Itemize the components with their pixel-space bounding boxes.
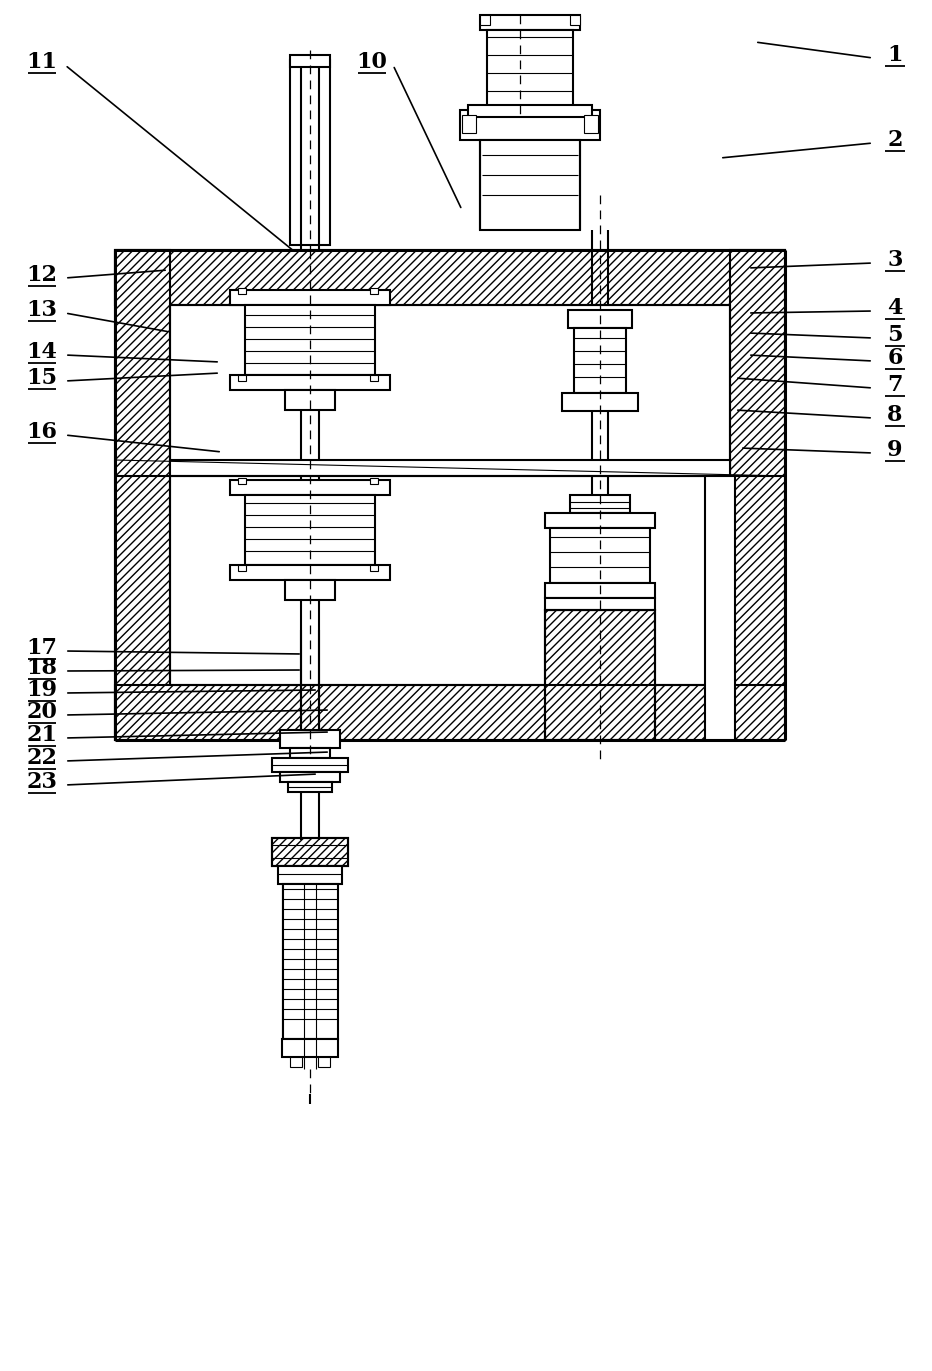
Bar xyxy=(230,565,390,580)
Bar xyxy=(115,686,785,740)
Bar xyxy=(570,15,580,25)
Text: 17: 17 xyxy=(26,638,58,659)
Bar xyxy=(280,772,340,781)
Bar xyxy=(545,610,655,740)
Text: 1: 1 xyxy=(887,44,903,66)
Bar xyxy=(574,328,626,393)
Bar xyxy=(319,884,337,1039)
Bar xyxy=(115,250,785,304)
Text: 3: 3 xyxy=(887,250,903,271)
Bar xyxy=(115,250,170,740)
Bar xyxy=(285,389,335,410)
Text: 12: 12 xyxy=(26,265,58,287)
Bar xyxy=(290,60,330,245)
Bar xyxy=(288,781,332,792)
Text: 11: 11 xyxy=(26,51,58,73)
Bar xyxy=(238,565,246,570)
Bar xyxy=(545,598,655,610)
Bar xyxy=(480,15,580,30)
Bar xyxy=(318,1057,330,1067)
Bar xyxy=(370,565,378,570)
Text: 7: 7 xyxy=(887,374,903,396)
Text: 19: 19 xyxy=(26,679,58,701)
Text: 16: 16 xyxy=(26,421,58,443)
Bar xyxy=(562,393,638,411)
Text: 23: 23 xyxy=(27,771,58,792)
Bar xyxy=(460,110,600,140)
Bar xyxy=(730,250,785,740)
Bar xyxy=(170,461,730,476)
Bar xyxy=(283,884,301,1039)
Text: 20: 20 xyxy=(27,701,58,723)
Bar xyxy=(238,288,246,293)
Text: 5: 5 xyxy=(887,324,903,345)
Bar xyxy=(468,106,592,117)
Bar xyxy=(278,866,342,884)
Bar xyxy=(487,30,573,125)
Bar xyxy=(272,838,348,866)
Bar xyxy=(480,140,580,230)
Bar xyxy=(230,376,390,389)
Bar xyxy=(462,115,476,133)
Bar xyxy=(480,15,490,25)
Text: 15: 15 xyxy=(26,367,58,389)
Text: 13: 13 xyxy=(27,299,58,321)
Bar xyxy=(545,513,655,528)
Bar xyxy=(290,55,330,67)
Text: 8: 8 xyxy=(887,404,903,426)
Bar xyxy=(584,115,598,133)
Bar xyxy=(238,376,246,381)
Text: 14: 14 xyxy=(27,341,58,363)
Bar xyxy=(550,528,650,583)
Bar xyxy=(272,758,348,772)
Bar xyxy=(705,476,735,740)
Text: 4: 4 xyxy=(887,298,903,319)
Bar xyxy=(545,583,655,598)
Bar xyxy=(568,310,632,328)
Bar xyxy=(282,1039,338,1057)
Bar xyxy=(238,478,246,484)
Text: 21: 21 xyxy=(26,724,58,746)
Bar xyxy=(370,288,378,293)
Bar xyxy=(570,495,630,513)
Bar xyxy=(245,304,375,376)
Bar xyxy=(283,884,338,1039)
Bar xyxy=(545,610,655,740)
Bar xyxy=(285,580,335,600)
Bar xyxy=(290,749,330,758)
Bar xyxy=(272,838,348,866)
Bar xyxy=(290,1057,302,1067)
Bar xyxy=(170,304,730,686)
Bar xyxy=(230,480,390,495)
Bar xyxy=(280,729,340,749)
Text: 22: 22 xyxy=(26,747,58,769)
Bar xyxy=(370,376,378,381)
Text: 10: 10 xyxy=(357,51,388,73)
Bar xyxy=(230,291,390,304)
Bar xyxy=(370,478,378,484)
Text: 6: 6 xyxy=(887,347,903,369)
Bar xyxy=(245,495,375,565)
Text: 2: 2 xyxy=(887,129,903,151)
Text: 9: 9 xyxy=(887,439,903,461)
Text: 18: 18 xyxy=(26,657,58,679)
